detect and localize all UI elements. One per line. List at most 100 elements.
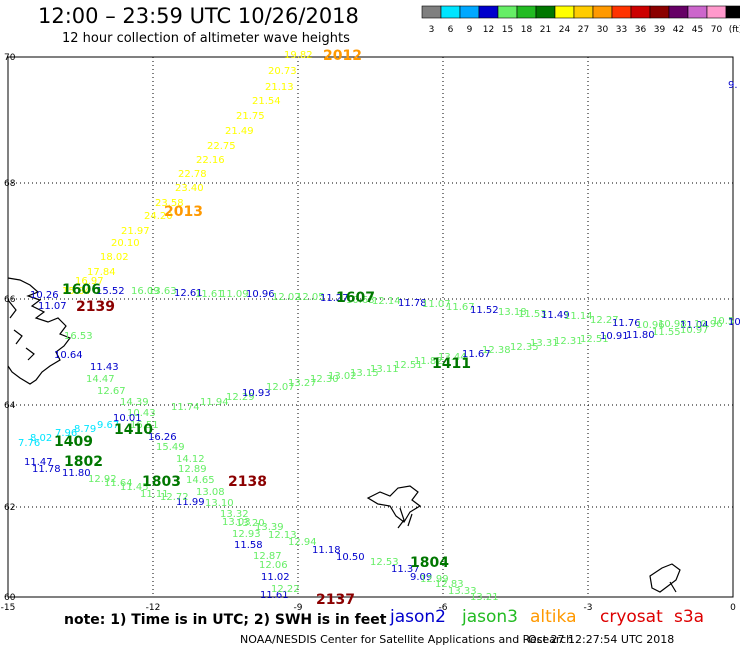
cryosat-value: 10.43 <box>127 408 156 419</box>
jason3-north-value: 13.63 <box>148 286 177 297</box>
latitude-tick-label: 62 <box>4 503 15 513</box>
cryosat-value: 12.87 <box>253 551 282 562</box>
cryosat-value: 12.67 <box>97 386 126 397</box>
page-subtitle: 12 hour collection of altimeter wave hei… <box>62 31 350 46</box>
jason2-value: 9.67 <box>97 420 119 431</box>
jason3-north-value: 11.76 <box>612 318 641 329</box>
jason2-value: 11.45 <box>120 482 149 493</box>
altika-value: 23.58 <box>155 198 184 209</box>
altika-value: 22.78 <box>178 169 207 180</box>
longitude-tick-label: -9 <box>294 603 303 613</box>
jason3-south-value: 12.29 <box>226 392 255 403</box>
jason3-north-value: 13.18 <box>498 307 527 318</box>
jason3-south-value: 13.31 <box>530 338 559 349</box>
jason3-north-value: 11.09 <box>220 289 249 300</box>
jason3-north-value: 11.53 <box>518 309 547 320</box>
coastlines <box>7 277 681 593</box>
faroe-inlets <box>397 507 413 529</box>
cryosat-value: 13.08 <box>196 487 225 498</box>
cryosat-value: 14.12 <box>176 454 205 465</box>
legend-label: (ft) <box>729 25 740 35</box>
jason3-north-value: 12.02 <box>272 292 301 303</box>
altika-value: 21.49 <box>225 126 254 137</box>
jason3-north-value: 11.52 <box>470 305 499 316</box>
altika-value: 21.97 <box>121 226 150 237</box>
pass-time-label: 2013 <box>164 204 203 220</box>
pass-time-label: 2137 <box>316 592 355 608</box>
jason3-south-value: 11.74 <box>171 402 200 413</box>
cryosat-value: 10.01 <box>113 413 142 424</box>
jason2-value: 11.11 <box>140 489 169 500</box>
jason3-south-value: 11.82 <box>414 356 443 367</box>
jason2-value: 11.78 <box>32 464 61 475</box>
credit-line: NOAA/NESDIS Center for Satellite Applica… <box>240 633 574 646</box>
page-title: 12:00 – 23:59 UTC 10/26/2018 <box>38 4 359 28</box>
jason3-north-value: 11.14 <box>564 311 593 322</box>
pass-time-label: 1410 <box>114 422 153 438</box>
jason2-value: 12.72 <box>160 492 189 503</box>
jason3-south-value: 12.51 <box>580 334 609 345</box>
jason3-south-value: 11.55 <box>652 327 681 338</box>
jason3-north-value: 10.5 <box>712 316 734 327</box>
cryosat-value: 12.53 <box>370 557 399 568</box>
longitude-tick-label: -3 <box>584 603 593 613</box>
legend-label: 21 <box>540 25 551 35</box>
cryosat-value: 10.26 <box>30 290 59 301</box>
cryosat-value: 13.39 <box>255 522 284 533</box>
jason3-north-value: 10.91 <box>728 317 740 328</box>
legend-label: 12 <box>483 25 494 35</box>
jason3-north-value: 10.96 <box>636 320 665 331</box>
altika-value: 21.13 <box>265 82 294 93</box>
legend-jason3: jason3 <box>462 607 518 627</box>
cryosat-value: 12.94 <box>288 537 317 548</box>
cryosat-value: 11.02 <box>261 572 290 583</box>
jason3-north-value: 11.04 <box>680 320 709 331</box>
cryosat-value: 10.64 <box>54 350 83 361</box>
cryosat-value: 11.58 <box>234 540 263 551</box>
jason3-south-value: 12.30 <box>310 374 339 385</box>
legend-label: 36 <box>635 25 647 35</box>
jason3-north-value: 10.96 <box>694 319 723 330</box>
legend-swatch <box>725 5 740 19</box>
legend-label: 39 <box>654 25 666 35</box>
cryosat-value: 11.99 <box>176 497 205 508</box>
jason3-north-value: 15.52 <box>96 286 125 297</box>
cryosat-value: 12.99 <box>420 574 449 585</box>
jason3-north-value: 10.63 <box>346 295 375 306</box>
greenland-fjords <box>7 299 35 361</box>
cryosat-value: 13.10 <box>205 498 234 509</box>
jason3-north-value: 12.27 <box>590 315 619 326</box>
cryosat-value: 11.18 <box>312 545 341 556</box>
jason3-south-value: 13.15 <box>350 368 379 379</box>
pass-time-label: 1606 <box>62 282 101 298</box>
cryosat-value: 13.33 <box>448 586 477 597</box>
jason2-value: 7.76 <box>18 438 40 449</box>
jason3-south-value: 11.80 <box>626 330 655 341</box>
greenland-coast <box>7 277 71 385</box>
pass-time-label: 2139 <box>76 299 115 315</box>
altika-value: 23.40 <box>175 183 204 194</box>
footer-note: note: 1) Time is in UTC; 2) SWH is in fe… <box>64 612 387 628</box>
altika-value: 15.84 <box>62 286 91 297</box>
jason3-south-value: 13.02 <box>328 371 357 382</box>
jason3-north-value: 12.05 <box>296 292 325 303</box>
jason2-value: 8.02 <box>30 433 52 444</box>
jason3-north-value: 16.09 <box>131 286 160 297</box>
legend-s3a: s3a <box>674 607 705 627</box>
latitude-tick-label: 70 <box>4 53 16 63</box>
cryosat-value: 14.47 <box>86 374 115 385</box>
altika-value: 21.54 <box>252 96 281 107</box>
cryosat-value: 16.53 <box>64 331 93 342</box>
jason3-south-value: 12.51 <box>394 360 423 371</box>
jason3-north-value: 10.96 <box>246 289 275 300</box>
cryosat-value: 12.06 <box>259 560 288 571</box>
jason3-south-value: 13.27 <box>288 378 317 389</box>
edge-value: 9. <box>728 80 738 91</box>
jason3-north-value: 11.49 <box>541 310 570 321</box>
altika-value: 16.97 <box>75 276 104 287</box>
jason3-south-value: 10.93 <box>242 388 271 399</box>
jason3-north-value: 11.27 <box>320 293 349 304</box>
jason2-value: 8.79 <box>74 424 96 435</box>
jason2-value: 11.80 <box>62 468 91 479</box>
altika-value: 21.75 <box>236 111 265 122</box>
